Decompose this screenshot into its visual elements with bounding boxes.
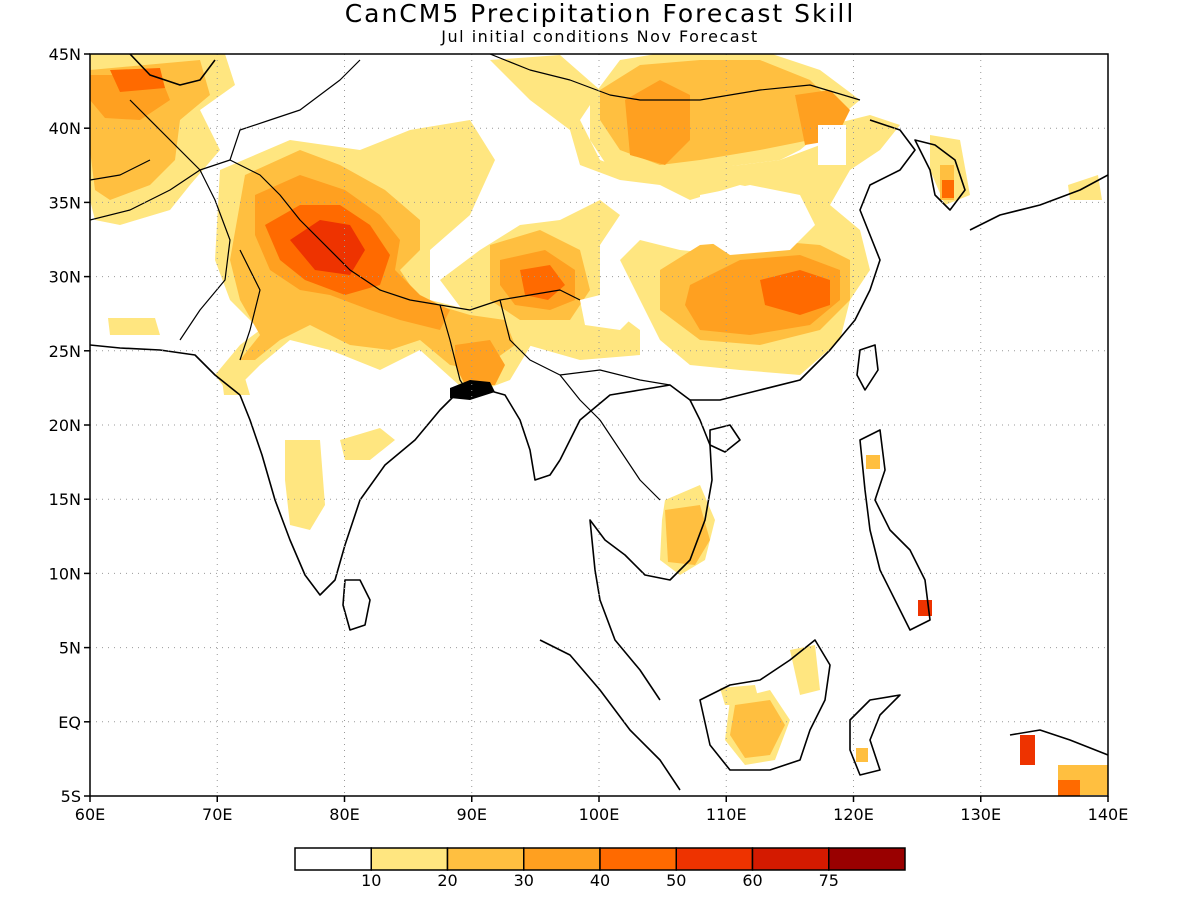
colorbar-label: 50 xyxy=(666,871,686,890)
skill-cell-philippines xyxy=(866,455,880,469)
lat-tick-label: 10N xyxy=(49,564,81,583)
lon-tick-label: 100E xyxy=(579,805,620,824)
skill-region-india-east xyxy=(340,428,395,460)
ganges-delta xyxy=(450,380,495,400)
skill-region-sumatra xyxy=(720,685,760,705)
lon-tick-label: 80E xyxy=(329,805,359,824)
korea-coast xyxy=(914,139,966,211)
lat-tick-label: 5S xyxy=(61,787,81,806)
colorbar-swatch xyxy=(370,847,449,871)
colorbar-swatch xyxy=(294,847,372,871)
colorbar-swatch xyxy=(446,847,525,871)
coastlines xyxy=(90,54,1108,791)
colorbar-label: 40 xyxy=(590,871,610,890)
india-coast xyxy=(239,394,456,596)
map-title: CanCM5 Precipitation Forecast Skill xyxy=(344,0,856,28)
colorbar-label: 60 xyxy=(742,871,762,890)
lon-tick-label: 130E xyxy=(960,805,1001,824)
skill-region-hindukush-40 xyxy=(110,68,165,92)
bay-coast xyxy=(454,387,561,481)
colorbar-swatch xyxy=(523,847,601,871)
boundary-7 xyxy=(599,419,661,501)
boundary-10 xyxy=(90,159,151,181)
axis-ticks: 60E 70E 80E 90E 100E 110E 120E 130E 140E 45N 40N 35… xyxy=(49,45,1129,824)
arabian-coast xyxy=(90,344,241,396)
no-skill-tibet xyxy=(580,290,640,330)
indochina-coast xyxy=(559,384,713,701)
lat-tick-label: 45N xyxy=(49,45,81,64)
lon-tick-label: 110E xyxy=(706,805,747,824)
lat-tick-label: 25N xyxy=(49,342,81,361)
skill-cell-sulawesi xyxy=(856,748,868,762)
skill-region-indochina-20 xyxy=(665,505,710,565)
colorbar: 10 20 30 40 50 60 75 xyxy=(294,847,906,890)
lat-tick-label: 30N xyxy=(49,268,81,287)
hainan-coast xyxy=(709,424,741,453)
china-coast xyxy=(690,119,916,401)
map-subtitle: Jul initial conditions Nov Forecast xyxy=(441,27,759,46)
skill-cell-newguinea-40 xyxy=(1058,780,1080,796)
skill-region-borneo-north xyxy=(790,645,820,695)
philippines-coast xyxy=(859,429,931,631)
skill-region-newguinea-50 xyxy=(1020,735,1035,765)
lat-tick-label: 35N xyxy=(49,193,81,212)
colorbar-label: 75 xyxy=(819,871,839,890)
japan-coast xyxy=(969,174,1108,231)
skill-region-pakistan xyxy=(108,318,160,335)
colorbar-label: 20 xyxy=(437,871,457,890)
srilanka-coast xyxy=(342,579,371,631)
boundary-9 xyxy=(129,99,201,171)
skill-region-mongolia-30 xyxy=(625,80,690,165)
boundary-11 xyxy=(239,249,261,361)
colorbar-label: 30 xyxy=(514,871,534,890)
skill-region-borneo-20 xyxy=(730,700,785,758)
skill-field xyxy=(90,54,1108,796)
lon-tick-label: 70E xyxy=(202,805,232,824)
taiwan-coast xyxy=(856,344,879,391)
lat-tick-label: 40N xyxy=(49,119,81,138)
colorbar-swatch xyxy=(599,847,677,871)
lat-tick-label: EQ xyxy=(58,713,81,732)
boundary-3 xyxy=(229,59,361,161)
borneo-coast xyxy=(699,639,831,771)
boundary-8 xyxy=(559,369,671,386)
skill-cell-korea-40 xyxy=(942,180,954,198)
sulawesi-coast xyxy=(849,694,901,776)
no-skill-bohai xyxy=(818,125,846,165)
lon-tick-label: 140E xyxy=(1088,805,1129,824)
boundary-6 xyxy=(499,299,601,421)
lat-tick-label: 5N xyxy=(59,639,81,658)
colorbar-swatch xyxy=(675,847,754,871)
colorbar-swatch xyxy=(828,847,906,871)
skill-region-yangtze-40 xyxy=(760,270,830,315)
lat-tick-label: 15N xyxy=(49,490,81,509)
skill-region-india-west xyxy=(285,440,325,530)
lon-tick-label: 90E xyxy=(457,805,487,824)
political-boundaries xyxy=(90,54,861,501)
skill-region-arabian xyxy=(222,378,250,395)
lon-tick-label: 120E xyxy=(833,805,874,824)
lon-tick-label: 60E xyxy=(75,805,105,824)
lat-tick-label: 20N xyxy=(49,416,81,435)
sumatra-coast xyxy=(539,639,681,791)
caspian-coast xyxy=(129,54,216,86)
gridlines xyxy=(90,54,1108,796)
colorbar-swatch xyxy=(751,847,830,871)
newguinea-coast xyxy=(1009,729,1108,756)
boundary-4 xyxy=(489,54,861,101)
boundary-2 xyxy=(179,169,231,341)
colorbar-label: 10 xyxy=(361,871,381,890)
boundary-1 xyxy=(90,159,581,311)
